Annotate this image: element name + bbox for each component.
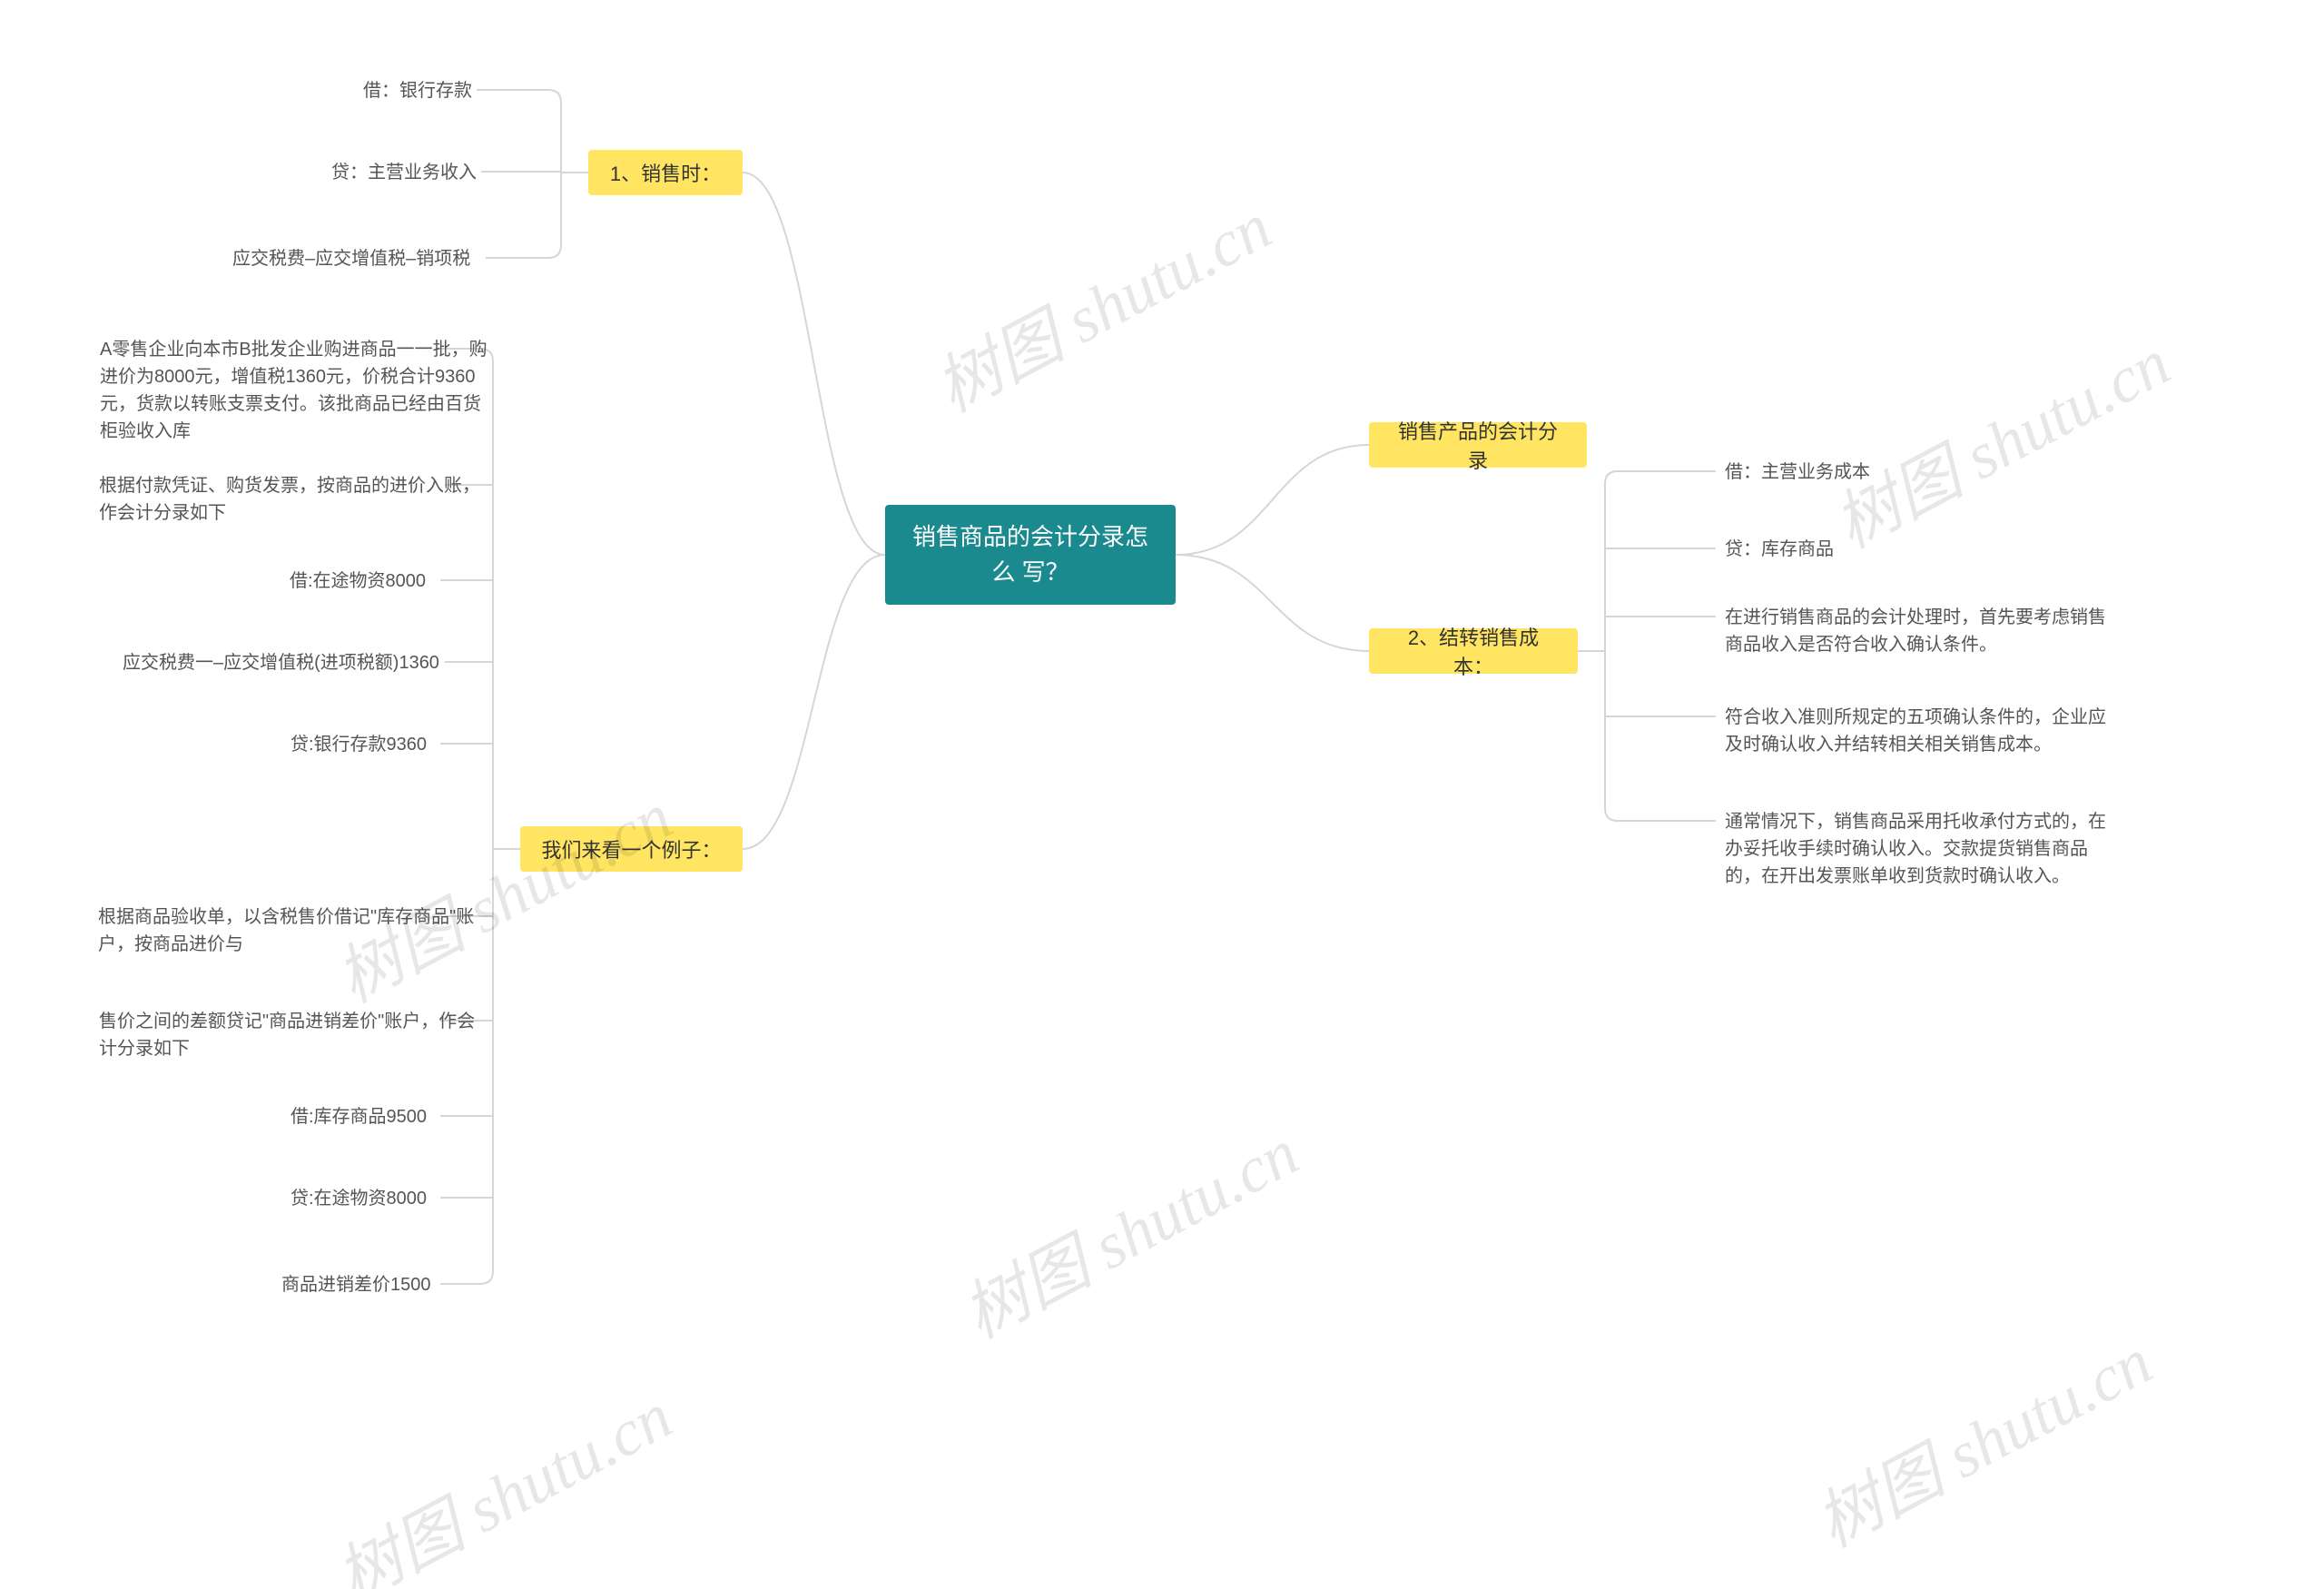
leaf-node: 在进行销售商品的会计处理时，首先要考虑销售商品收入是否符合收入确认条件。 xyxy=(1725,604,2115,658)
watermark: 树图 shutu.cn xyxy=(317,1363,685,1589)
branch-node-r2: 2、结转销售成本： xyxy=(1369,628,1578,674)
leaf-node: 商品进销差价1500 xyxy=(281,1271,431,1298)
leaf-node: 应交税费–应交增值税–销项税 xyxy=(232,245,470,272)
leaf-node: 借:在途物资8000 xyxy=(290,568,426,595)
leaf-node: 借：银行存款 xyxy=(363,77,472,104)
leaf-node: 借：主营业务成本 xyxy=(1725,459,1870,486)
leaf-node: 应交税费一–应交增值税(进项税额)1360 xyxy=(123,649,439,676)
root-node: 销售商品的会计分录怎么 写？ xyxy=(885,505,1176,605)
leaf-node: 贷:银行存款9360 xyxy=(290,731,427,758)
watermark: 树图 shutu.cn xyxy=(317,764,685,1020)
leaf-node: 贷:在途物资8000 xyxy=(290,1185,427,1212)
leaf-node: 符合收入准则所规定的五项确认条件的，企业应及时确认收入并结转相关相关销售成本。 xyxy=(1725,704,2115,758)
leaf-node: 通常情况下，销售商品采用托收承付方式的，在办妥托收手续时确认收入。交款提货销售商… xyxy=(1725,808,2115,890)
connector-layer xyxy=(0,0,2324,1589)
root-label: 销售商品的会计分录怎么 写？ xyxy=(912,519,1148,590)
leaf-node: A零售企业向本市B批发企业购进商品一一批，购进价为8000元，增值税1360元，… xyxy=(100,336,490,445)
watermark: 树图 shutu.cn xyxy=(1797,1308,2165,1564)
leaf-node: 借:库存商品9500 xyxy=(290,1103,427,1130)
leaf-node: 贷：库存商品 xyxy=(1725,536,1834,563)
watermark: 树图 shutu.cn xyxy=(1815,310,2183,566)
branch-node-l2: 我们来看一个例子： xyxy=(520,826,743,872)
leaf-node: 根据商品验收单，以含税售价借记"库存商品"账户，按商品进价与 xyxy=(98,903,488,958)
leaf-node: 贷：主营业务收入 xyxy=(331,159,477,186)
watermark: 树图 shutu.cn xyxy=(943,1100,1312,1356)
leaf-node: 根据付款凭证、购货发票，按商品的进价入账，作会计分录如下 xyxy=(99,472,489,527)
branch-node-r1: 销售产品的会计分录 xyxy=(1369,422,1587,468)
branch-node-l1: 1、销售时： xyxy=(588,150,743,195)
watermark: 树图 shutu.cn xyxy=(916,173,1285,429)
leaf-node: 售价之间的差额贷记"商品进销差价"账户，作会计分录如下 xyxy=(99,1008,489,1062)
